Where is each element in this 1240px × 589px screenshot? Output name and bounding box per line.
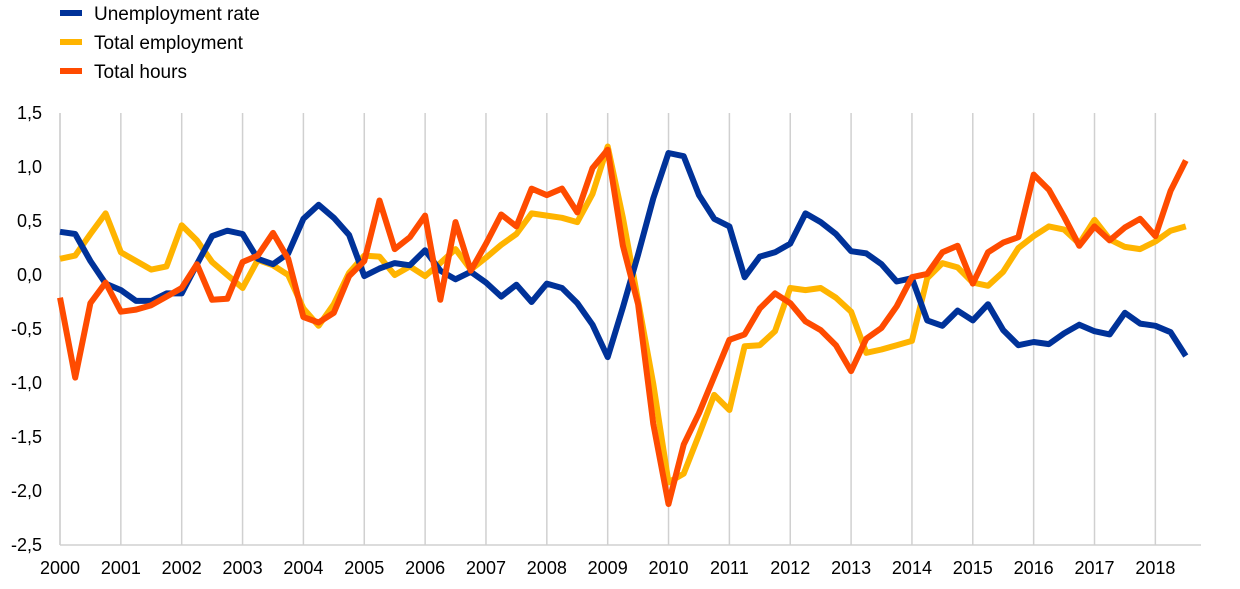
y-tick-label: -1,5 <box>11 427 42 447</box>
x-tick-label: 2012 <box>770 558 810 578</box>
legend-swatch-0 <box>60 10 82 16</box>
x-tick-label: 2000 <box>40 558 80 578</box>
legend-swatch-2 <box>60 68 82 74</box>
legend-label-1: Total employment <box>94 33 244 54</box>
x-tick-label: 2004 <box>283 558 323 578</box>
series-line-unemployment-rate <box>59 150 1189 361</box>
x-tick-label: 2015 <box>953 558 993 578</box>
series-lines <box>57 143 1189 507</box>
x-tick-label: 2006 <box>405 558 445 578</box>
legend-label-0: Unemployment rate <box>94 4 260 25</box>
x-tick-label: 2018 <box>1135 558 1175 578</box>
y-tick-label: -2,0 <box>11 481 42 501</box>
x-tick-label: 2007 <box>466 558 506 578</box>
y-tick-label: -1,0 <box>11 373 42 393</box>
x-tick-label: 2017 <box>1074 558 1114 578</box>
y-tick-label: 0,0 <box>17 265 42 285</box>
x-tick-label: 2002 <box>162 558 202 578</box>
x-tick-label: 2016 <box>1014 558 1054 578</box>
y-tick-label: -0,5 <box>11 319 42 339</box>
grid <box>59 113 1157 545</box>
x-tick-label: 2010 <box>649 558 689 578</box>
x-tick-label: 2011 <box>710 558 749 578</box>
y-tick-label: 1,0 <box>17 157 42 177</box>
x-tick-label: 2008 <box>527 558 567 578</box>
x-tick-label: 2005 <box>344 558 384 578</box>
series-line-total-employment <box>59 143 1187 486</box>
x-tick-label: 2014 <box>892 558 932 578</box>
y-tick-label: -2,5 <box>11 535 42 555</box>
y-tick-label: 0,5 <box>17 211 42 231</box>
legend-label-2: Total hours <box>94 62 187 83</box>
x-tick-label: 2003 <box>223 558 263 578</box>
x-tick-label: 2001 <box>101 558 141 578</box>
y-tick-label: 1,5 <box>17 103 42 123</box>
y-axis-tick-labels: 1,5 1,0 0,5 0,0 -0,5 -1,0 -1,5 -2,0 -2,5 <box>11 103 42 555</box>
axes <box>59 113 1201 546</box>
x-tick-label: 2013 <box>831 558 871 578</box>
x-tick-label: 2009 <box>588 558 628 578</box>
legend-swatch-1 <box>60 39 82 45</box>
legend: Unemployment rate Total employment Total h… <box>60 4 260 83</box>
x-axis-tick-labels: 2000 2001 2002 2003 2004 2005 2006 2007 2008 2009… <box>40 558 1175 578</box>
series-line-total-hours <box>57 146 1189 507</box>
